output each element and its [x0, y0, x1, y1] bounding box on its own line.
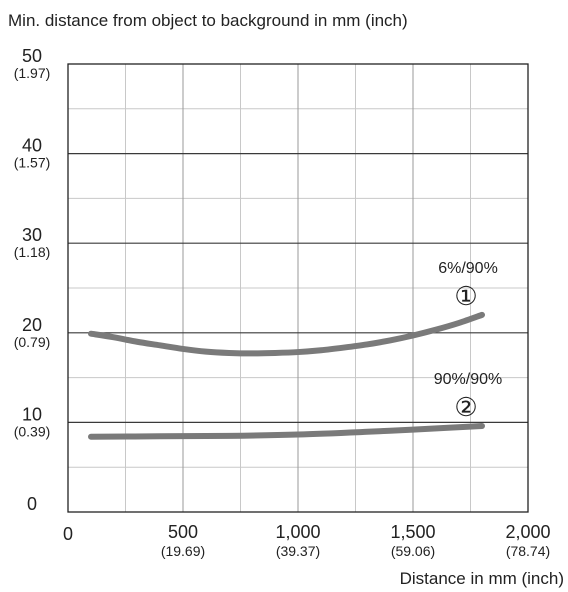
series-annotations: 6%/90% ① 90%/90% ②: [434, 260, 503, 422]
grid: [68, 64, 528, 512]
x-tick-sublabel: (19.69): [161, 543, 205, 559]
series-marker-1: ①: [454, 281, 477, 311]
x-tick-label: 500: [168, 522, 198, 542]
y-tick-sublabel: (1.57): [14, 155, 51, 171]
series-marker-2: ②: [454, 392, 477, 422]
y-tick-sublabel: (1.18): [14, 244, 51, 260]
x-tick-sublabel: (78.74): [506, 543, 550, 559]
x-axis-label: Distance in mm (inch): [400, 569, 564, 588]
x-tick-label: 1,500: [390, 522, 435, 542]
series-layer: [88, 311, 485, 440]
series-label-1: 6%/90%: [438, 260, 498, 277]
x-tick-label: 1,000: [275, 522, 320, 542]
y-tick-label: 10: [22, 404, 42, 424]
series-line-1: [88, 311, 485, 357]
axes: [67, 63, 529, 513]
y-axis-ticks: 0 10(0.39) 20(0.79) 30(1.18) 40(1.57) 50(1.97…: [14, 46, 51, 514]
y-tick-label: 0: [27, 494, 37, 514]
y-axis-label: Min. distance from object to background …: [8, 11, 408, 30]
x-tick-label: 0: [63, 524, 73, 544]
y-tick-label: 40: [22, 136, 42, 156]
x-tick-label: 2,000: [505, 522, 550, 542]
series-label-2: 90%/90%: [434, 371, 503, 388]
x-tick-sublabel: (59.06): [391, 543, 435, 559]
y-tick-label: 50: [22, 46, 42, 66]
y-tick-sublabel: (0.79): [14, 334, 51, 350]
y-tick-label: 20: [22, 315, 42, 335]
y-tick-sublabel: (1.97): [14, 65, 51, 81]
y-tick-sublabel: (0.39): [14, 423, 51, 439]
plot-frame: [67, 63, 529, 513]
x-tick-sublabel: (39.37): [276, 543, 320, 559]
x-axis-ticks: 0 500(19.69) 1,000(39.37) 1,500(59.06) 2,000…: [63, 522, 551, 559]
series-line-2: [88, 422, 485, 440]
y-tick-label: 30: [22, 225, 42, 245]
